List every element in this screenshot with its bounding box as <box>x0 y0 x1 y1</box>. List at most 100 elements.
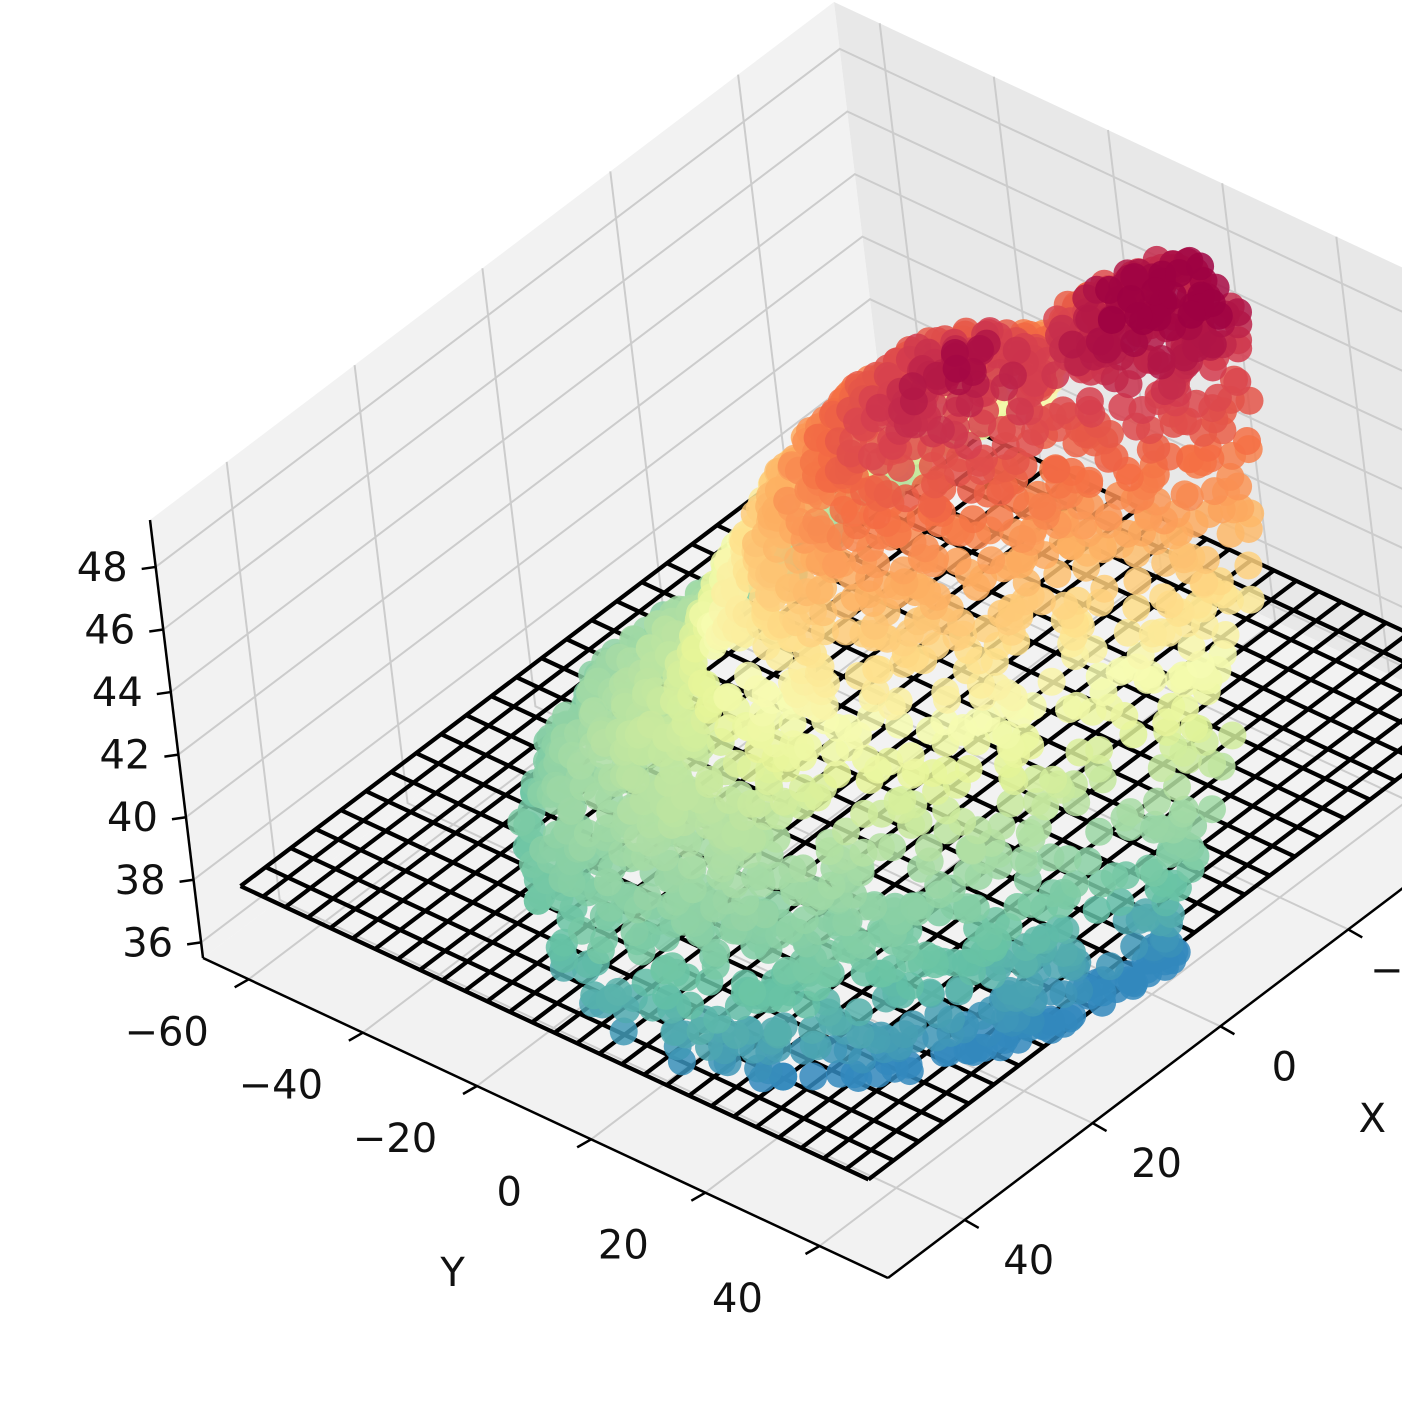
y-tick <box>690 1191 706 1202</box>
data-point <box>1120 329 1149 358</box>
data-point <box>721 1021 750 1049</box>
z-tick <box>179 878 194 884</box>
data-point <box>658 952 687 981</box>
data-point <box>890 1020 919 1049</box>
data-point <box>844 998 873 1027</box>
data-point <box>1075 305 1104 334</box>
data-point <box>620 918 649 947</box>
data-point <box>1218 721 1247 750</box>
data-point <box>1141 810 1169 839</box>
data-point <box>1147 351 1176 380</box>
data-point <box>1149 583 1178 612</box>
z-tick <box>164 753 179 758</box>
data-point <box>1123 567 1152 595</box>
data-point <box>836 439 865 468</box>
data-point <box>1008 525 1037 553</box>
y-gridline <box>818 803 1402 1247</box>
data-point <box>762 534 791 563</box>
data-point <box>1009 845 1038 874</box>
y-axis-label: Y <box>439 1250 465 1296</box>
axis-lines <box>148 519 1402 1280</box>
data-point <box>1036 843 1065 872</box>
data-point <box>703 1005 732 1034</box>
data-point <box>1147 754 1176 783</box>
data-point <box>1085 327 1114 356</box>
data-point <box>678 875 707 904</box>
data-point <box>831 617 860 646</box>
data-point <box>1062 691 1091 720</box>
data-point <box>789 854 818 883</box>
data-point <box>964 707 993 736</box>
data-point <box>604 977 633 1006</box>
data-point <box>1216 519 1245 548</box>
data-point <box>834 714 863 743</box>
data-point <box>566 751 595 780</box>
data-point <box>1065 738 1094 767</box>
data-point <box>997 594 1026 622</box>
z-gridline <box>185 298 1402 818</box>
data-point <box>1050 591 1079 620</box>
data-point <box>998 361 1027 390</box>
z-tick-label: 40 <box>107 795 158 841</box>
data-point <box>822 550 851 579</box>
data-point <box>670 782 699 811</box>
z-gridline <box>162 110 1402 631</box>
data-point <box>1116 798 1145 827</box>
data-point <box>1198 330 1227 359</box>
data-point <box>1005 397 1034 426</box>
data-point <box>1085 817 1114 846</box>
z-tick <box>156 690 171 696</box>
z-gridline <box>177 235 1402 756</box>
z-gridline <box>155 47 1402 568</box>
data-point <box>1186 252 1215 281</box>
z-tick <box>171 815 187 821</box>
data-point <box>829 495 858 524</box>
data-point <box>676 991 705 1020</box>
data-point <box>799 1062 828 1091</box>
data-point <box>809 598 838 627</box>
data-point <box>985 503 1014 532</box>
data-point <box>1134 854 1163 883</box>
data-point <box>621 766 650 794</box>
data-point <box>1177 633 1206 661</box>
data-point <box>1171 694 1199 723</box>
data-point <box>673 829 702 858</box>
data-point <box>590 925 619 954</box>
data-point <box>981 907 1010 935</box>
data-point <box>931 677 960 706</box>
data-point <box>943 547 972 576</box>
data-point <box>507 808 536 837</box>
data-point <box>817 871 846 900</box>
z-tick-label: 46 <box>84 608 135 654</box>
data-point <box>1022 788 1051 816</box>
data-point <box>862 655 891 684</box>
data-point <box>1120 263 1149 292</box>
x-axis-line <box>887 887 1402 1279</box>
data-point <box>557 869 586 898</box>
data-point <box>1233 427 1261 455</box>
data-point <box>557 797 586 825</box>
data-point <box>737 789 766 818</box>
data-point <box>898 372 927 401</box>
y-axis-line <box>202 956 889 1280</box>
data-point <box>1079 635 1108 664</box>
data-point <box>715 786 744 814</box>
z-tick-label: 36 <box>122 920 173 966</box>
data-point <box>1088 978 1117 1007</box>
data-point <box>593 868 622 897</box>
data-point <box>1015 819 1044 847</box>
data-point <box>954 755 983 783</box>
data-point <box>846 1020 875 1049</box>
data-point <box>977 546 1006 575</box>
data-point <box>1038 879 1067 908</box>
data-point <box>832 908 861 937</box>
data-point <box>1170 795 1199 824</box>
data-point <box>875 747 903 776</box>
data-point <box>895 1057 924 1086</box>
data-point <box>1022 926 1051 955</box>
data-point <box>942 354 971 383</box>
data-point <box>896 742 925 771</box>
x-tick-label: −20 <box>1370 947 1402 993</box>
data-point <box>1223 367 1252 396</box>
